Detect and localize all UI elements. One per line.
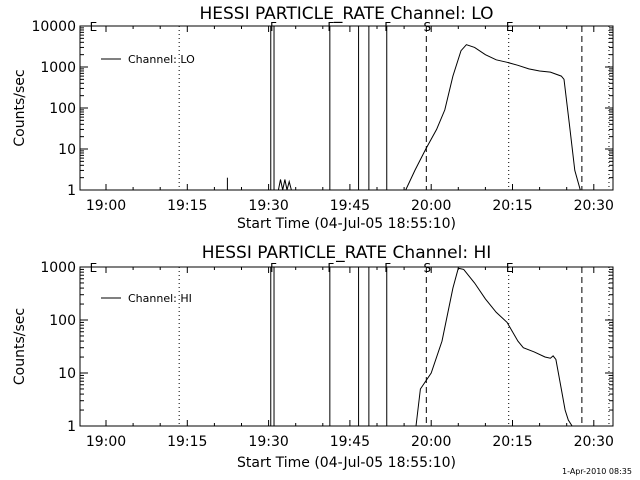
event-marker: F (327, 261, 334, 275)
x-tick-label: 19:30 (248, 434, 288, 450)
event-marker: E (90, 20, 98, 34)
x-tick-label: 20:30 (574, 198, 614, 214)
chart-hi: HESSI PARTICLE_RATE Channel: HI E F F F S E 19:… (12, 243, 614, 471)
x-tick-label: 20:30 (574, 434, 614, 450)
x-tick-label: 19:00 (86, 198, 126, 214)
x-tick-label: 20:00 (411, 198, 451, 214)
y-tick-label: 1000 (40, 60, 76, 76)
event-marker: F (384, 20, 391, 34)
event-marker: F (270, 261, 277, 275)
x-tick-label: 19:45 (330, 198, 370, 214)
event-marker: F (327, 20, 334, 34)
event-marker: S (424, 261, 432, 275)
x-axis-label: Start Time (04-Jul-05 18:55:10) (237, 216, 456, 232)
y-tick-label: 10 (58, 366, 76, 382)
x-tick-label: 19:15 (167, 434, 207, 450)
y-tick-label: 100 (49, 101, 76, 117)
event-marker: F (270, 20, 277, 34)
chart-title: HESSI PARTICLE_RATE Channel: HI (202, 243, 492, 263)
event-marker: E (506, 20, 514, 34)
y-tick-label: 10 (58, 142, 76, 158)
y-tick-label: 100 (49, 313, 76, 329)
legend-label: Channel: HI (128, 292, 192, 305)
x-tick-label: 20:00 (411, 434, 451, 450)
chart-title: HESSI PARTICLE_RATE Channel: LO (199, 4, 493, 24)
plot-area (178, 26, 610, 190)
x-tick-label: 19:00 (86, 434, 126, 450)
x-tick-label: 20:15 (492, 434, 532, 450)
legend-label: Channel: LO (128, 53, 195, 66)
series-line (405, 44, 581, 190)
series-line (415, 267, 573, 426)
plot-frame (79, 266, 614, 427)
y-tick-label: 1000 (40, 260, 76, 276)
x-tick-label: 19:45 (330, 434, 370, 450)
y-axis-label: Counts/sec (12, 308, 28, 385)
x-tick-label: 19:15 (167, 198, 207, 214)
timestamp: 1-Apr-2010 08:35 (562, 467, 632, 476)
x-tick-label: 20:15 (492, 198, 532, 214)
plot-frame (79, 25, 614, 191)
y-tick-label: 10000 (31, 19, 76, 35)
series-line-spike (277, 179, 292, 190)
event-marker: F (384, 261, 391, 275)
event-marker: E (506, 261, 514, 275)
event-marker: E (90, 261, 98, 275)
chart-lo: HESSI PARTICLE_RATE Channel: LO E F F F S E 19:… (12, 4, 614, 232)
y-axis-label: Counts/sec (12, 69, 28, 146)
y-tick-label: 1 (67, 183, 76, 199)
plot-area (178, 267, 610, 426)
x-axis-label: Start Time (04-Jul-05 18:55:10) (237, 455, 456, 471)
event-marker: S (424, 20, 432, 34)
y-tick-label: 1 (67, 419, 76, 435)
x-tick-label: 19:30 (248, 198, 288, 214)
